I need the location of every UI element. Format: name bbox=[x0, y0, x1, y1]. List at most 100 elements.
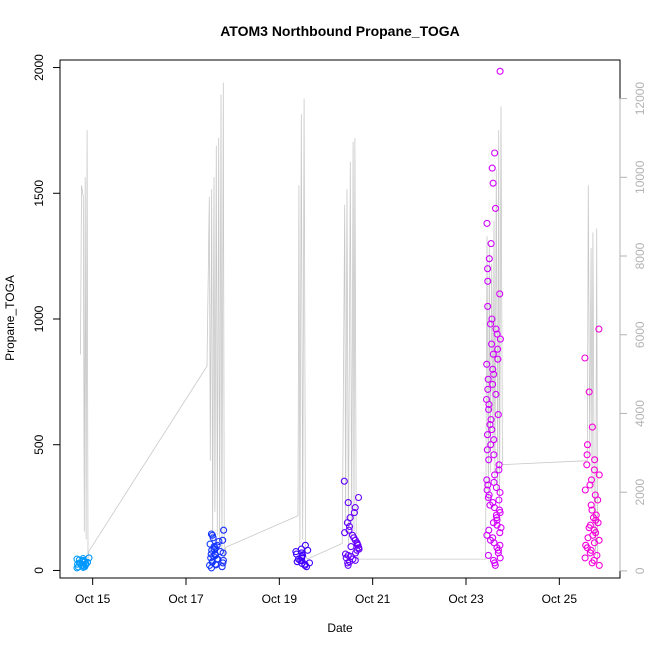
data-point bbox=[588, 506, 596, 514]
data-point bbox=[488, 340, 496, 348]
y2-tick-label: 0 bbox=[633, 567, 647, 574]
data-point bbox=[496, 67, 504, 75]
data-point bbox=[348, 531, 357, 539]
y-tick-label: 500 bbox=[32, 434, 46, 454]
data-point bbox=[490, 478, 498, 486]
data-point bbox=[496, 554, 504, 562]
y-axis-left: 0 500 1000 1500 2000 bbox=[32, 54, 61, 574]
data-point bbox=[347, 543, 355, 551]
data-point bbox=[496, 509, 504, 517]
y2-tick-label: 12000 bbox=[633, 82, 647, 116]
data-point bbox=[493, 544, 501, 552]
data-point bbox=[298, 559, 306, 567]
data-point bbox=[496, 529, 504, 537]
data-point bbox=[298, 549, 306, 557]
x-tick-label: Oct 25 bbox=[542, 592, 578, 606]
data-point bbox=[489, 179, 497, 187]
data-point bbox=[586, 481, 594, 489]
x-axis: Oct 15 Oct 17 Oct 19 Oct 21 Oct 23 Oct 25 bbox=[75, 577, 578, 606]
data-point bbox=[211, 550, 219, 558]
y2-tick-label: 10000 bbox=[633, 160, 647, 194]
data-point bbox=[590, 466, 598, 474]
x-tick-label: Oct 17 bbox=[168, 592, 204, 606]
data-point bbox=[484, 481, 492, 489]
data-point bbox=[483, 219, 491, 227]
data-point bbox=[345, 522, 354, 531]
data-point bbox=[591, 456, 599, 464]
x-tick-label: Oct 21 bbox=[355, 592, 391, 606]
data-point bbox=[583, 461, 591, 469]
data-point bbox=[584, 534, 592, 542]
data-point bbox=[496, 290, 504, 298]
data-point bbox=[581, 486, 589, 494]
data-point bbox=[489, 350, 497, 358]
data-point bbox=[482, 395, 491, 404]
data-point bbox=[351, 504, 359, 512]
data-point bbox=[493, 330, 501, 338]
data-point bbox=[490, 451, 498, 459]
x-tick-label: Oct 23 bbox=[448, 592, 484, 606]
data-point bbox=[489, 519, 497, 527]
data-point bbox=[588, 423, 596, 431]
chart-title: ATOM3 Northbound Propane_TOGA bbox=[220, 23, 460, 39]
data-point bbox=[488, 164, 496, 172]
data-point bbox=[585, 388, 593, 396]
data-point bbox=[346, 514, 354, 522]
data-point bbox=[490, 436, 498, 444]
data-point bbox=[214, 555, 222, 563]
data-point bbox=[218, 563, 226, 571]
data-point bbox=[497, 524, 505, 532]
data-point bbox=[486, 320, 495, 328]
data-point bbox=[483, 431, 492, 439]
data-point bbox=[207, 530, 215, 538]
data-point bbox=[487, 240, 495, 248]
data-point bbox=[354, 493, 363, 502]
data-point bbox=[206, 540, 214, 548]
y2-tick-label: 4000 bbox=[633, 400, 647, 427]
data-point bbox=[593, 551, 601, 559]
y2-tick-label: 6000 bbox=[633, 321, 647, 348]
data-point bbox=[591, 491, 599, 499]
data-point bbox=[495, 496, 503, 504]
data-point bbox=[490, 504, 498, 512]
data-point bbox=[490, 370, 498, 378]
data-point bbox=[585, 524, 593, 532]
data-point bbox=[353, 540, 361, 548]
y2-tick-label: 8000 bbox=[633, 242, 647, 269]
data-point bbox=[484, 277, 492, 285]
data-point bbox=[489, 380, 497, 388]
plot-frame bbox=[59, 59, 621, 579]
data-point bbox=[208, 558, 216, 566]
data-point bbox=[589, 514, 598, 522]
data-point bbox=[483, 446, 491, 454]
data-point bbox=[488, 315, 496, 323]
data-point bbox=[484, 493, 492, 502]
data-point bbox=[581, 354, 589, 362]
data-point bbox=[304, 546, 312, 554]
data-point bbox=[341, 550, 350, 558]
data-point bbox=[496, 488, 504, 497]
data-point bbox=[595, 561, 603, 569]
data-point bbox=[484, 302, 492, 310]
primary-series-points bbox=[73, 67, 603, 572]
data-point bbox=[491, 204, 500, 212]
x-tick-label: Oct 19 bbox=[262, 592, 298, 606]
data-point bbox=[80, 558, 88, 566]
data-point bbox=[483, 486, 491, 494]
data-point bbox=[594, 519, 602, 527]
data-point bbox=[490, 539, 498, 547]
data-point bbox=[74, 563, 82, 571]
data-point bbox=[595, 471, 603, 479]
y-axis-right: 0 2000 4000 6000 8000 10000 12000 bbox=[619, 82, 647, 574]
data-point bbox=[494, 411, 502, 419]
data-point bbox=[485, 526, 493, 534]
data-point bbox=[485, 405, 493, 414]
data-point bbox=[298, 557, 306, 565]
data-point bbox=[484, 265, 492, 273]
data-point bbox=[340, 477, 348, 485]
y-tick-label: 1500 bbox=[32, 180, 46, 207]
data-point bbox=[587, 501, 595, 509]
data-point bbox=[583, 544, 591, 552]
data-point bbox=[79, 555, 87, 563]
data-point bbox=[305, 559, 314, 567]
